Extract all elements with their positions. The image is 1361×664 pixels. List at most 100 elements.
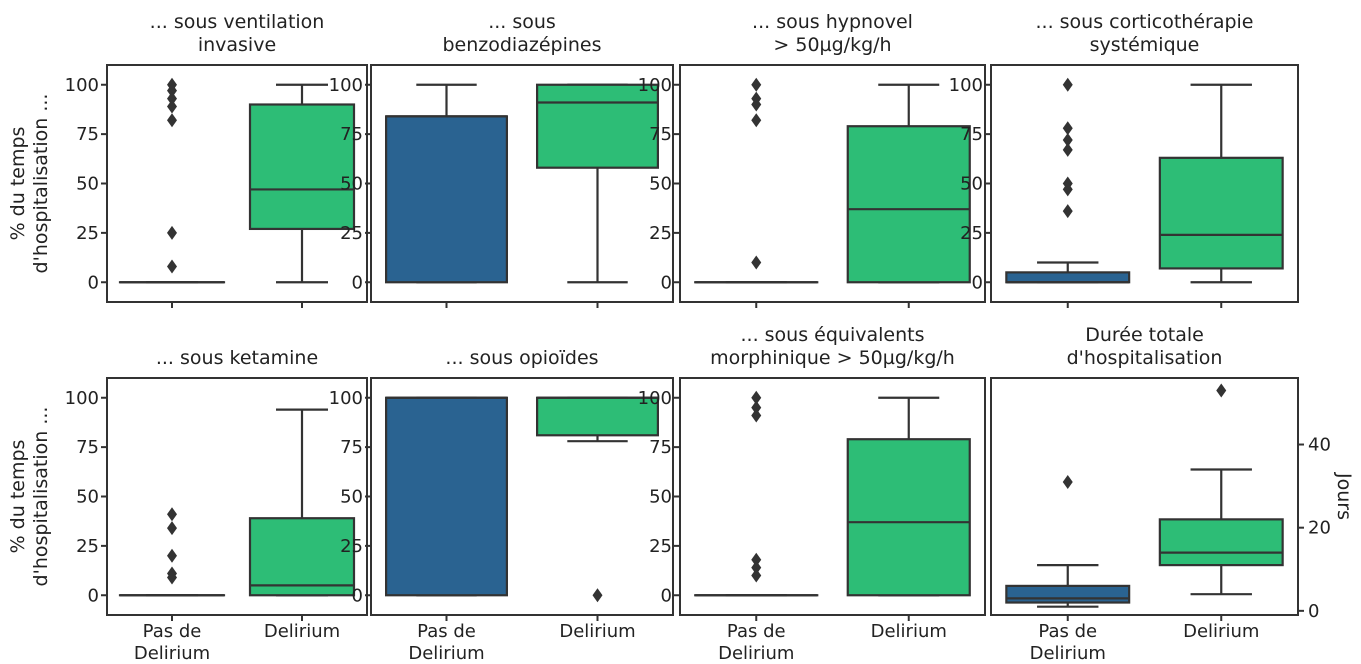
y-tick-label: 25: [649, 223, 672, 244]
y-tick-label: 100: [65, 75, 99, 96]
box-iqr: [1005, 584, 1131, 604]
y-tick-label: 50: [76, 487, 99, 508]
y-tick-label: 75: [960, 124, 983, 145]
y-tick-label: 50: [960, 174, 983, 195]
y-tick-label: 100: [638, 75, 672, 96]
box-iqr: [846, 125, 971, 284]
outlier-point: [1216, 383, 1227, 398]
y-tick-label: 75: [76, 124, 99, 145]
box-no-delirium: [385, 83, 509, 284]
box-iqr: [385, 396, 509, 597]
y-tick-label: 75: [340, 124, 363, 145]
y-tick-label: 100: [65, 388, 99, 409]
box-no-delirium: [385, 396, 509, 597]
box-iqr: [1158, 156, 1284, 270]
box-delirium: [846, 396, 971, 597]
y-tick-label: 0: [661, 272, 672, 293]
y-tick-label: 75: [76, 437, 99, 458]
outlier-point: [751, 560, 762, 575]
y-axis-label: Jours: [1333, 472, 1355, 520]
panel-4: ... sous corticothérapie systémique 0 25 50 7…: [949, 11, 1299, 308]
panel-2: ... sous benzodiazépines 0 25 50 75 100: [329, 11, 674, 308]
x-tick-label: Delirium: [1183, 621, 1259, 642]
outlier-point: [751, 97, 762, 112]
panel-title: ... sous benzodiazépines: [442, 11, 601, 56]
y-tick-label: 50: [76, 174, 99, 195]
outlier-point: [167, 521, 177, 536]
y-axis-label: % du tempsd'hospitalisation ...: [7, 407, 52, 587]
box-iqr: [535, 396, 659, 437]
box-delirium: [535, 396, 659, 603]
y-tick-label: 0: [88, 585, 99, 606]
y-axis-label: % du tempsd'hospitalisation ...: [7, 94, 52, 274]
panel-5: ... sous ketamine 0 25 50 75 100 Pas de Deliriu…: [7, 347, 368, 664]
y-tick-label: 75: [340, 437, 363, 458]
box-no-delirium: [118, 77, 226, 284]
outlier-point: [1062, 133, 1073, 148]
outlier-point: [167, 570, 177, 585]
y-tick-label: 50: [340, 174, 363, 195]
box-no-delirium: [1005, 77, 1131, 284]
box-iqr: [535, 83, 659, 169]
y-tick-label: 100: [329, 75, 363, 96]
x-tick-label: Pas de Delirium: [408, 621, 484, 664]
x-tick-label: Delirium: [264, 621, 340, 642]
box-no-delirium: [118, 507, 226, 597]
y-tick-label: 50: [649, 174, 672, 195]
outlier-point: [167, 507, 177, 522]
y-tick-label: 25: [76, 223, 99, 244]
panel-1: ... sous ventilation invasive 0 25 50 75 100 % …: [7, 11, 368, 308]
y-tick-label: 100: [949, 75, 983, 96]
x-tick-label: Delirium: [559, 621, 635, 642]
y-tick-label: 25: [340, 536, 363, 557]
y-tick-label: 0: [661, 585, 672, 606]
y-tick-label: 100: [638, 388, 672, 409]
panel-title: ... sous hypnovel > 50µg/kg/h: [752, 11, 913, 56]
y-tick-label: 0: [352, 272, 363, 293]
y-tick-label: 50: [340, 487, 363, 508]
outlier-point: [167, 83, 177, 98]
panel-7: ... sous équivalents morphinique > 50µg/k…: [638, 324, 986, 664]
panel-3: ... sous hypnovel > 50µg/kg/h 0 25 50 75 100: [638, 11, 986, 308]
x-tick-label: Pas de Delirium: [134, 621, 210, 664]
outlier-point: [167, 259, 177, 274]
outlier-point: [1062, 204, 1073, 219]
y-tick-label: 0: [1308, 601, 1319, 622]
y-tick-label: 25: [340, 223, 363, 244]
box-delirium: [846, 83, 971, 284]
plot-frame: [990, 377, 1299, 616]
panel-title: ... sous opioïdes: [445, 347, 598, 369]
outlier-point: [751, 568, 762, 583]
y-tick-label: 25: [649, 536, 672, 557]
box-iqr: [248, 103, 356, 231]
x-tick-label: Pas de Delirium: [718, 621, 794, 664]
panel-title: Durée totale d'hospitalisation: [1067, 324, 1223, 369]
panel-6: ... sous opioïdes 0 25 50 75 100 Pas de Deliriu…: [329, 347, 674, 664]
y-tick-label: 75: [649, 437, 672, 458]
outlier-point: [751, 390, 762, 405]
x-tick-label: Delirium: [871, 621, 947, 642]
outlier-point: [751, 77, 762, 92]
box-no-delirium: [1005, 474, 1131, 608]
box-iqr: [846, 438, 971, 597]
y-tick-label: 25: [76, 536, 99, 557]
box-no-delirium: [694, 77, 819, 284]
y-tick-label: 75: [649, 124, 672, 145]
panel-title: ... sous ventilation invasive: [150, 11, 325, 56]
box-iqr: [1158, 518, 1284, 567]
y-tick-label: 25: [960, 223, 983, 244]
outlier-point: [1062, 121, 1073, 136]
box-iqr: [385, 115, 509, 284]
box-delirium: [535, 83, 659, 284]
outlier-point: [1062, 474, 1073, 489]
box-delirium: [248, 83, 356, 284]
panel-title: ... sous ketamine: [156, 347, 318, 369]
outlier-point: [167, 91, 177, 106]
outlier-point: [751, 255, 762, 270]
panel-title: ... sous corticothérapie systémique: [1035, 11, 1253, 56]
outlier-point: [167, 113, 177, 128]
box-delirium: [1158, 83, 1284, 284]
outlier-point: [1062, 142, 1073, 157]
outlier-point: [1062, 182, 1073, 197]
outlier-point: [1062, 77, 1073, 92]
